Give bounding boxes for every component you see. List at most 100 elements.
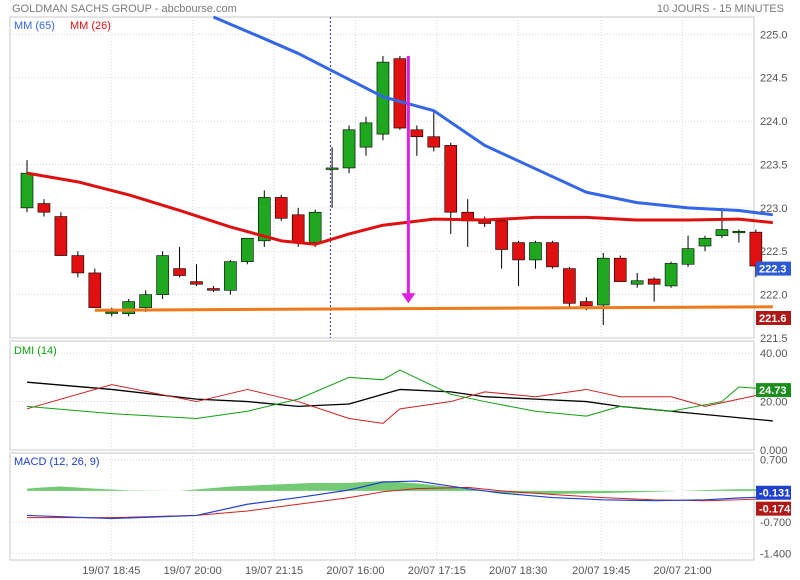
candle-body: [410, 129, 424, 138]
candle-body: [647, 278, 661, 285]
ma26-line: [26, 171, 773, 246]
candle-body: [698, 237, 712, 247]
pane-frame-1: [9, 340, 755, 451]
price-y-tick-label: 222.0: [760, 290, 788, 302]
x-tick-label: 20/07 21:00: [654, 565, 712, 577]
candle: [698, 235, 712, 252]
chart-title: GOLDMAN SACHS GROUP - abcbourse.com: [12, 3, 237, 15]
candle-body: [37, 203, 51, 213]
price-y-tick-label: 222.5: [760, 246, 788, 258]
x-tick-label: 19/07 21:15: [245, 565, 303, 577]
candle-body: [274, 197, 288, 219]
candle: [613, 255, 627, 282]
candle: [393, 56, 407, 130]
candle: [427, 112, 441, 152]
signal-value-badge: -0.174: [759, 504, 791, 516]
dmi-y-tick-label: 0.000: [760, 445, 788, 457]
price-y-tick-label: 221.5: [760, 333, 788, 345]
support-price-badge: 221.6: [759, 313, 787, 325]
x-tick-label: 20/07 16:00: [326, 565, 384, 577]
candle: [596, 252, 610, 325]
candle: [732, 229, 746, 243]
candle: [88, 268, 102, 308]
candle: [630, 272, 644, 288]
candle: [71, 251, 85, 278]
candle: [122, 298, 135, 317]
macd-y-tick-label: 0.700: [760, 455, 788, 467]
candle: [37, 199, 51, 217]
candle: [410, 125, 424, 156]
candle: [681, 235, 695, 267]
period-label: 10 JOURS - 15 MINUTES: [656, 3, 784, 15]
candle-body: [732, 230, 746, 234]
x-tick-label: 19/07 20:00: [164, 565, 222, 577]
candle-body: [190, 281, 203, 285]
candle-body: [495, 220, 508, 250]
dmi-y-tick-label: 20.00: [760, 397, 788, 409]
price-y-tick-label: 225.0: [760, 29, 788, 41]
macd-y-tick-label: -0.700: [760, 517, 791, 529]
plus-di-line: [26, 369, 773, 420]
price-y-tick-label: 224.0: [760, 116, 788, 128]
candle-body: [563, 268, 576, 304]
macd-histogram-area: [27, 481, 773, 495]
macd-title: MACD (12, 26, 9): [14, 456, 100, 468]
macd-value-badge: -0.131: [759, 488, 790, 500]
candle: [546, 240, 559, 269]
candle: [207, 285, 220, 293]
dmi-value-badge: 24.73: [759, 385, 787, 397]
candle: [342, 125, 356, 174]
candle: [274, 194, 288, 221]
dmi-value-badge-bg: [756, 383, 791, 398]
candle-body: [715, 229, 729, 236]
candle-body: [122, 301, 135, 315]
pane-frame-2: [9, 452, 755, 561]
candle: [224, 259, 237, 295]
macd-y-tick-label: -1.400: [760, 548, 791, 560]
ma65-line: [212, 15, 773, 217]
candle-body: [529, 242, 542, 261]
candle-body: [580, 301, 593, 307]
candle-body: [241, 237, 254, 262]
candle-body: [664, 263, 678, 287]
macd-line: [26, 480, 773, 520]
candle-body: [342, 129, 356, 169]
support-line: [94, 305, 773, 312]
last-price-badge-bg: [756, 261, 791, 276]
candle: [563, 266, 576, 308]
candle-body: [325, 167, 339, 170]
candle-body: [512, 242, 525, 261]
x-tick-label: 20/07 19:45: [572, 565, 630, 577]
candle: [139, 290, 152, 312]
candle-body: [427, 136, 441, 148]
signal-value-badge-bg: [756, 501, 791, 516]
candle-body: [257, 197, 271, 242]
last-price-badge: 222.3: [759, 264, 787, 276]
dmi-title: DMI (14): [14, 345, 57, 357]
candle-body: [308, 211, 322, 243]
candle: [156, 251, 169, 299]
candle-body: [444, 145, 458, 213]
candle: [359, 116, 373, 156]
macd-value-badge-bg: [756, 485, 791, 500]
candle-body: [54, 216, 68, 256]
candle: [512, 240, 525, 286]
candle-body: [613, 257, 627, 282]
price-y-tick-label: 224.5: [760, 73, 788, 85]
dmi-y-tick-label: 40.00: [760, 348, 788, 360]
candle-body: [20, 172, 34, 209]
x-tick-label: 19/07 18:45: [82, 565, 140, 577]
candle: [173, 246, 186, 278]
candle-body: [156, 255, 169, 295]
minus-di-line: [26, 384, 773, 424]
candle-body: [88, 272, 102, 308]
candle: [529, 240, 542, 269]
price-y-tick-label: 223.5: [760, 159, 788, 171]
candle-body: [546, 242, 559, 268]
candle-body: [630, 280, 644, 285]
candle: [749, 229, 763, 278]
candle-body: [749, 231, 763, 267]
support-price-badge-bg: [756, 311, 791, 325]
